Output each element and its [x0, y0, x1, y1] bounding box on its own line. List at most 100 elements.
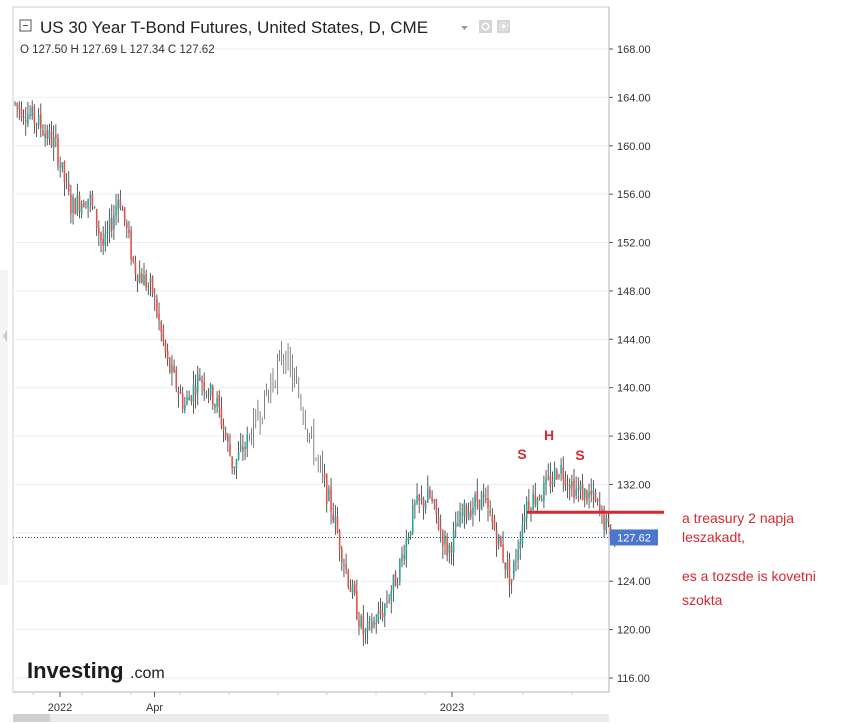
chart-config-icon[interactable]: [497, 20, 510, 33]
candle-body: [242, 447, 244, 452]
candle-body: [338, 530, 341, 550]
candle-body: [553, 468, 556, 481]
candle-body: [325, 474, 328, 504]
plot-area[interactable]: [12, 6, 610, 693]
y-tick-label: 116.00: [617, 673, 650, 685]
candle-body: [394, 571, 397, 587]
candle-body: [540, 499, 543, 501]
chart-settings-icon[interactable]: [479, 20, 492, 33]
candle-body: [386, 601, 388, 603]
candle-body: [532, 493, 534, 510]
candle-body: [196, 373, 199, 393]
candle-body: [403, 555, 405, 559]
candle-body: [237, 451, 240, 460]
left-shoulder-label: S: [517, 446, 526, 462]
candle-body: [450, 545, 453, 553]
candle-body: [173, 365, 175, 372]
candle-body: [465, 505, 468, 518]
candle-body: [184, 404, 186, 411]
candle-body: [519, 541, 522, 549]
candle-body: [454, 522, 457, 528]
candles-layer: [14, 100, 620, 646]
candle-body: [188, 396, 190, 401]
candle-body: [138, 272, 141, 283]
brand-suffix: .com: [130, 665, 165, 682]
candle-body: [575, 488, 577, 496]
candle-body: [171, 365, 173, 373]
candle-body: [334, 516, 337, 524]
candle-body: [162, 328, 165, 342]
y-tick-label: 136.00: [617, 431, 651, 443]
candle-body: [491, 515, 494, 523]
y-tick-label: 144.00: [617, 334, 651, 346]
candle-body: [437, 517, 440, 530]
left-scroll-handle[interactable]: [0, 270, 8, 585]
candle-body: [65, 181, 68, 183]
candle-body: [508, 559, 511, 585]
candle-body: [538, 495, 541, 499]
candle-body: [431, 497, 433, 502]
candle-body: [592, 490, 595, 495]
candle-body: [61, 162, 64, 168]
time-scrollbar[interactable]: [13, 714, 609, 722]
time-scrollbar-thumb[interactable]: [13, 714, 50, 722]
candle-body: [480, 492, 483, 511]
candle-body: [523, 517, 526, 523]
candle-body: [459, 511, 461, 527]
candle-body: [506, 562, 509, 571]
candle-body: [113, 215, 115, 230]
candle-body: [50, 131, 53, 147]
candle-body: [42, 130, 44, 136]
candle-body: [87, 198, 89, 208]
candle-body: [547, 476, 549, 478]
candle-body: [444, 535, 446, 544]
annotation-note-line-3: es a tozsde is kovetni: [682, 568, 816, 584]
candle-body: [74, 198, 76, 215]
candle-body: [67, 183, 70, 192]
candle-body: [136, 275, 139, 282]
candle-body: [360, 616, 362, 627]
candle-body: [510, 579, 513, 583]
chart-header: US 30 Year T-Bond Futures, United States…: [19, 18, 510, 56]
y-tick-label: 160.00: [617, 141, 651, 153]
candle-body: [130, 230, 132, 260]
candle-body: [149, 278, 152, 284]
candle-body: [536, 498, 539, 507]
candle-body: [607, 518, 610, 522]
candle-body: [420, 498, 423, 500]
left-scroll-arrow-icon[interactable]: [3, 330, 7, 342]
candle-body: [80, 203, 83, 215]
candle-body: [515, 560, 517, 562]
candle-body: [583, 488, 586, 499]
candle-body: [169, 358, 171, 373]
candle-body: [556, 470, 558, 480]
candle-body: [14, 102, 16, 104]
candle-body: [156, 298, 158, 317]
candle-body: [487, 497, 489, 509]
y-axis[interactable]: 116.00120.00124.00128.00132.00136.00140.…: [609, 44, 651, 685]
candle-body: [457, 524, 459, 527]
candle-body: [33, 106, 36, 123]
candle-body: [489, 510, 491, 514]
candle-body: [212, 386, 214, 406]
annotation-note-line-1: a treasury 2 napja: [682, 510, 794, 526]
candle-body: [577, 488, 580, 490]
candle-body: [448, 544, 451, 554]
right-shoulder-label: S: [575, 447, 584, 463]
x-axis[interactable]: 2022 Apr 2023: [32, 692, 573, 714]
candle-body: [89, 195, 92, 200]
candle-body: [467, 512, 470, 521]
candle-body: [341, 548, 343, 563]
candle-body: [24, 120, 27, 123]
candle-body: [401, 554, 403, 561]
candle-body: [192, 384, 195, 402]
candle-body: [502, 544, 504, 562]
candle-body: [35, 123, 38, 125]
title-dropdown-icon[interactable]: [461, 26, 468, 30]
candle-body: [416, 495, 418, 504]
candle-body: [581, 483, 584, 501]
candle-body: [145, 274, 147, 288]
candle-body: [482, 494, 485, 498]
candle-body: [603, 509, 605, 530]
